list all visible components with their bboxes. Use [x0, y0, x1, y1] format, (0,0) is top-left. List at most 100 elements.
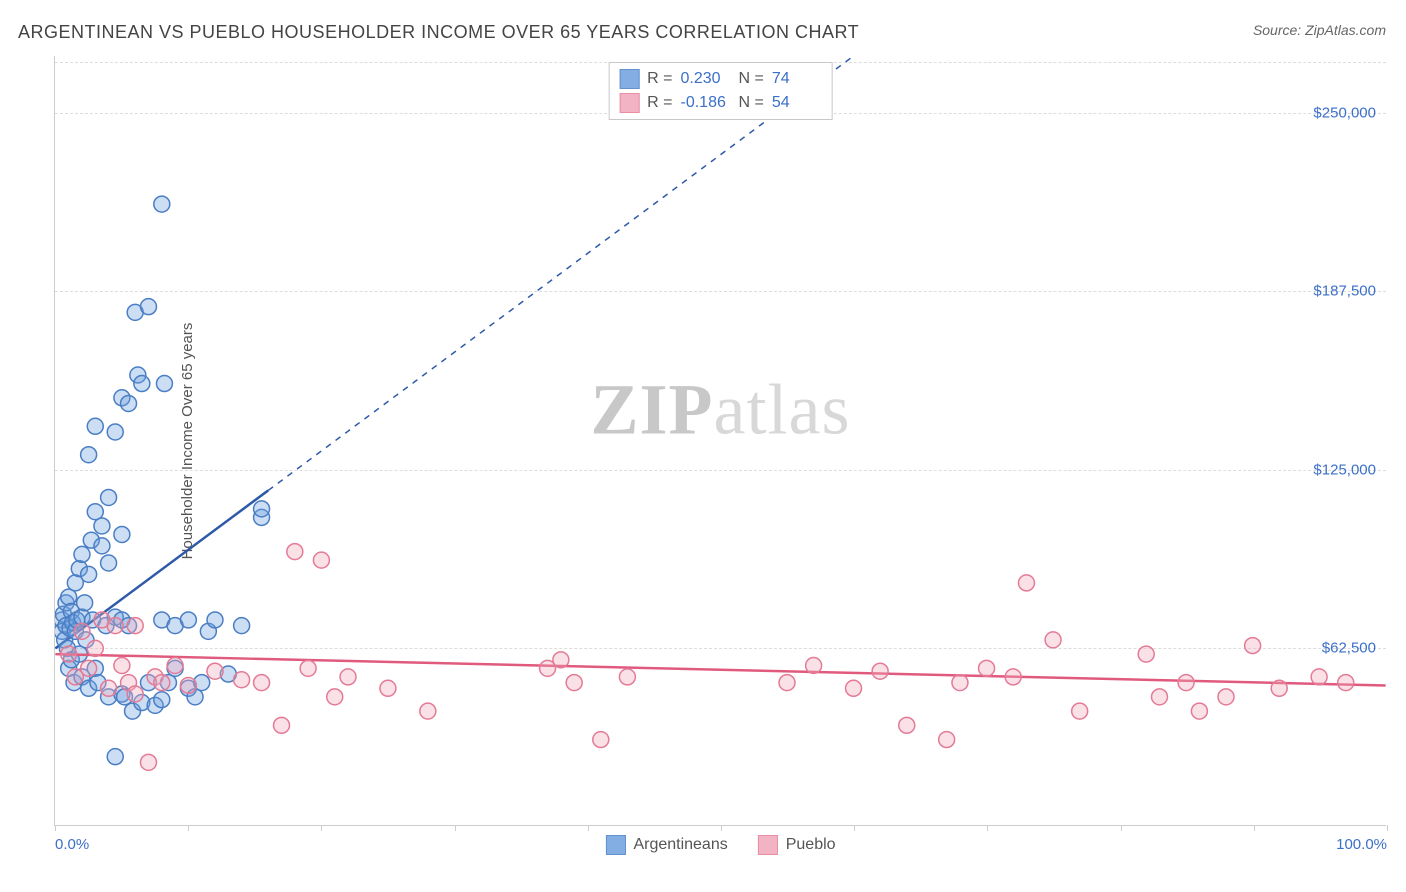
scatter-point	[81, 680, 97, 696]
scatter-point	[154, 196, 170, 212]
scatter-point	[140, 299, 156, 315]
scatter-point	[1018, 575, 1034, 591]
scatter-point	[121, 675, 137, 691]
scatter-point	[67, 669, 83, 685]
scatter-point	[420, 703, 436, 719]
scatter-point	[134, 695, 150, 711]
scatter-point	[180, 677, 196, 693]
scatter-point	[154, 612, 170, 628]
scatter-point	[127, 304, 143, 320]
scatter-point	[63, 652, 79, 668]
x-tick-label: 100.0%	[1336, 836, 1387, 853]
scatter-point	[1072, 703, 1088, 719]
scatter-point	[180, 680, 196, 696]
scatter-point	[154, 675, 170, 691]
scatter-point	[67, 575, 83, 591]
scatter-point	[220, 666, 236, 682]
scatter-point	[1311, 669, 1327, 685]
scatter-point	[1191, 703, 1207, 719]
x-tick-label: 0.0%	[55, 836, 89, 853]
scatter-point	[130, 367, 146, 383]
scatter-point	[1178, 675, 1194, 691]
legend-label-pueblo: Pueblo	[786, 836, 836, 854]
watermark-bold: ZIP	[591, 369, 714, 449]
correlation-legend: R = 0.230 N = 74 R = -0.186 N = 54	[608, 62, 833, 120]
scatter-point	[121, 395, 137, 411]
scatter-point	[114, 686, 130, 702]
scatter-point	[66, 675, 82, 691]
scatter-point	[147, 697, 163, 713]
scatter-point	[65, 615, 81, 631]
y-tick-label: $187,500	[1313, 283, 1376, 300]
swatch-argentineans	[619, 69, 639, 89]
scatter-point	[94, 612, 110, 628]
scatter-point	[87, 660, 103, 676]
scatter-point	[87, 418, 103, 434]
scatter-point	[61, 589, 77, 605]
scatter-point	[207, 612, 223, 628]
y-tick-label: $62,500	[1322, 639, 1376, 656]
scatter-point	[167, 618, 183, 634]
scatter-point	[340, 669, 356, 685]
y-axis-label: Householder Income Over 65 years	[179, 322, 196, 559]
n-label: N =	[739, 70, 764, 88]
scatter-point	[134, 376, 150, 392]
swatch-pueblo	[619, 93, 639, 113]
scatter-point	[180, 612, 196, 628]
scatter-point	[107, 424, 123, 440]
scatter-point	[1338, 675, 1354, 691]
r-value-argentineans: 0.230	[681, 70, 731, 88]
scatter-point	[78, 632, 94, 648]
scatter-point	[593, 732, 609, 748]
scatter-point	[619, 669, 635, 685]
scatter-point	[1005, 669, 1021, 685]
scatter-point	[254, 509, 270, 525]
r-value-pueblo: -0.186	[681, 94, 731, 112]
legend-row-pueblo: R = -0.186 N = 54	[619, 91, 822, 115]
scatter-point	[74, 669, 90, 685]
scatter-point	[98, 618, 114, 634]
legend-label-argentineans: Argentineans	[633, 836, 727, 854]
scatter-point	[156, 376, 172, 392]
series-legend: Argentineans Pueblo	[605, 835, 835, 855]
scatter-point	[846, 680, 862, 696]
y-tick-label: $250,000	[1313, 105, 1376, 122]
scatter-point	[114, 390, 130, 406]
scatter-point	[57, 632, 73, 648]
scatter-point	[194, 675, 210, 691]
scatter-point	[121, 618, 137, 634]
scatter-point	[806, 658, 822, 674]
watermark-light: atlas	[714, 369, 851, 449]
scatter-point	[140, 754, 156, 770]
scatter-point	[101, 689, 117, 705]
scatter-point	[101, 555, 117, 571]
scatter-point	[254, 675, 270, 691]
scatter-svg	[55, 56, 1386, 825]
scatter-point	[872, 663, 888, 679]
scatter-point	[114, 526, 130, 542]
scatter-point	[207, 663, 223, 679]
scatter-point	[187, 689, 203, 705]
scatter-point	[380, 680, 396, 696]
scatter-point	[74, 546, 90, 562]
scatter-point	[167, 658, 183, 674]
legend-row-argentineans: R = 0.230 N = 74	[619, 67, 822, 91]
scatter-point	[939, 732, 955, 748]
scatter-point	[553, 652, 569, 668]
watermark: ZIPatlas	[591, 368, 851, 451]
scatter-point	[952, 675, 968, 691]
scatter-point	[90, 675, 106, 691]
scatter-point	[274, 717, 290, 733]
scatter-point	[74, 609, 90, 625]
scatter-point	[979, 660, 995, 676]
scatter-point	[1245, 638, 1261, 654]
scatter-point	[58, 618, 74, 634]
scatter-point	[69, 612, 85, 628]
scatter-point	[58, 595, 74, 611]
chart-title: ARGENTINEAN VS PUEBLO HOUSEHOLDER INCOME…	[18, 22, 859, 43]
n-label: N =	[739, 94, 764, 112]
n-value-argentineans: 74	[772, 70, 822, 88]
scatter-point	[127, 618, 143, 634]
scatter-point	[87, 504, 103, 520]
scatter-point	[107, 618, 123, 634]
